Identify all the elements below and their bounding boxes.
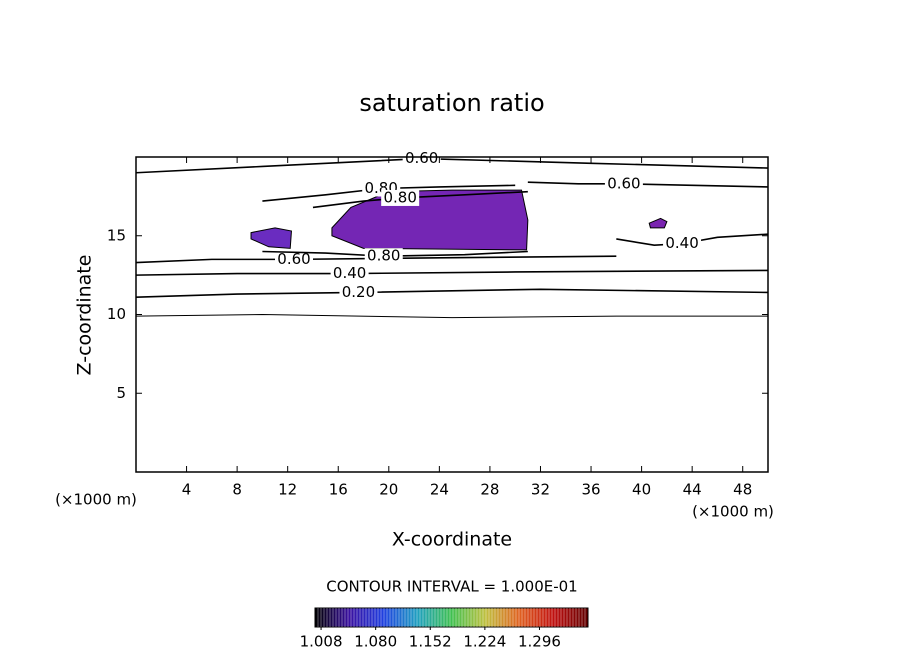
contour-label: 0.80 [367, 247, 400, 265]
y-tick-label: 5 [116, 384, 126, 402]
contour-label: 0.80 [383, 188, 416, 206]
y-unit-label: (×1000 m) [55, 491, 137, 509]
colorbar-tick-label: 1.008 [300, 633, 343, 651]
x-tick-label: 8 [232, 481, 242, 499]
contour-line [527, 181, 769, 188]
contour-label: 0.60 [405, 149, 438, 167]
x-tick-label: 28 [480, 481, 499, 499]
contour-label-bg [275, 251, 313, 268]
contour-line [135, 157, 769, 174]
contour-label-bg [381, 189, 420, 206]
x-tick-label: 16 [329, 481, 348, 499]
x-tick-label: 12 [278, 481, 297, 499]
contour-label-bg [402, 150, 441, 167]
contour-label: 0.60 [607, 174, 640, 192]
x-tick-label: 48 [733, 481, 752, 499]
y-tick-label: 10 [107, 305, 126, 323]
contour-label-bg [330, 265, 369, 282]
colorbar-tick-label: 1.080 [354, 633, 397, 651]
x-tick-label: 4 [182, 481, 192, 499]
x-axis-label: X-coordinate [392, 529, 512, 551]
x-tick-label: 40 [632, 481, 651, 499]
supersaturated-region [250, 227, 293, 249]
contour-label: 0.40 [333, 264, 366, 282]
contour-label-bg [339, 284, 378, 301]
x-tick-label: 20 [379, 481, 398, 499]
contour-label: 0.20 [342, 283, 375, 301]
y-axis-label: Z-coordinate [74, 255, 96, 376]
contour-line [135, 288, 769, 298]
colorbar-tick-label: 1.224 [463, 633, 506, 651]
contour-line [135, 269, 769, 276]
y-tick-label: 15 [107, 226, 126, 244]
contour-line [135, 313, 768, 319]
chart-title: saturation ratio [359, 89, 544, 117]
colorbar-tick-label: 1.152 [409, 633, 452, 651]
colorbar [314, 607, 589, 628]
contour-label-bg [663, 235, 702, 252]
contour-label: 0.60 [277, 250, 310, 268]
contour-label: 0.40 [665, 234, 698, 252]
contour-label-bg [604, 175, 643, 192]
supersaturated-region [648, 217, 668, 229]
x-tick-label: 32 [531, 481, 550, 499]
supersaturated-region [331, 189, 529, 251]
x-tick-label: 36 [581, 481, 600, 499]
contour-label-bg [364, 248, 403, 265]
x-tick-label: 24 [430, 481, 449, 499]
x-tick-label: 44 [683, 481, 702, 499]
colorbar-tick-label: 1.296 [518, 633, 561, 651]
contour-interval: CONTOUR INTERVAL = 1.000E-01 [326, 578, 577, 596]
x-unit-label: (×1000 m) [692, 503, 774, 521]
